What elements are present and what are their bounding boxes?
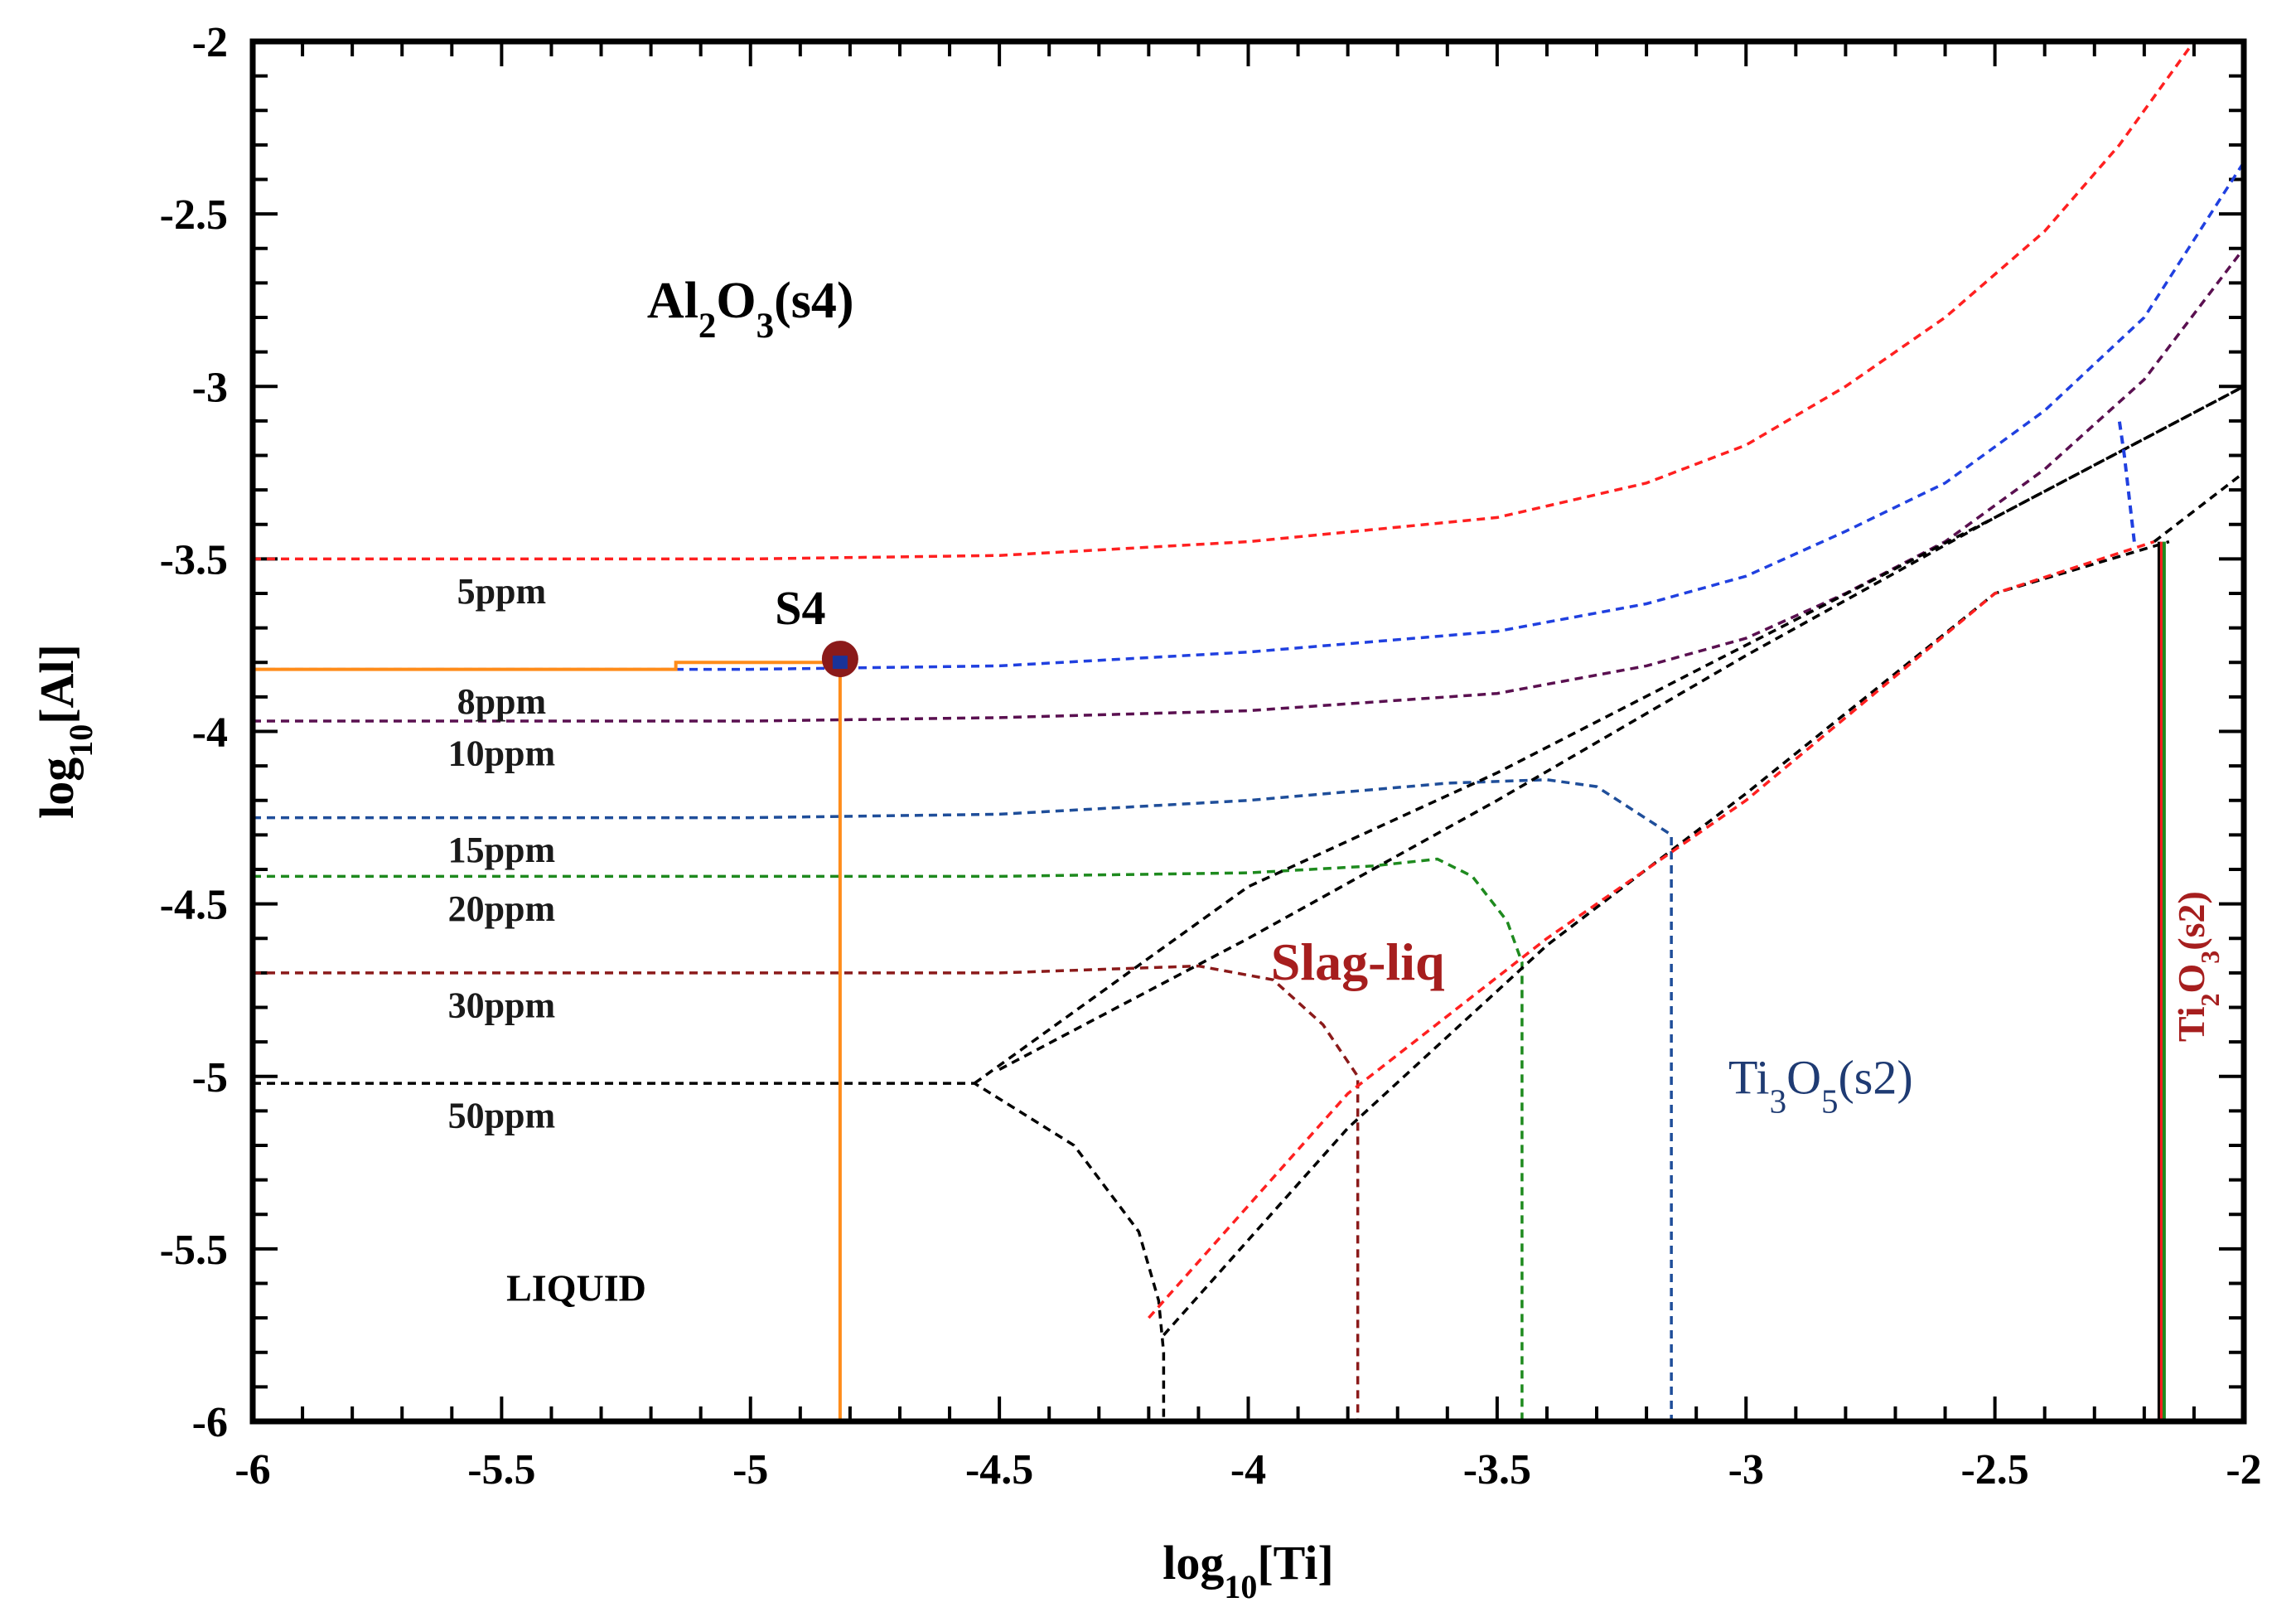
x-tick-label: -3.5 (1463, 1446, 1531, 1493)
marker-guides (253, 641, 858, 1421)
ppm-label: 30ppm (448, 985, 556, 1026)
tick-labels: -6 -5.5 -5 -4.5 -4 -3.5 -3 -2.5 -2 -2 -2.5 -3 -3.5 -4… (160, 19, 2262, 1493)
plot-frame (249, 38, 2247, 1425)
iso-oxygen-line-5ppm (253, 40, 2196, 561)
y-tick-label: -4.5 (160, 882, 228, 929)
label-part: 2 (2195, 993, 2225, 1006)
y-tick-label: -3.5 (160, 536, 228, 583)
label-part: (s4) (774, 273, 853, 329)
label-part: 3 (756, 307, 775, 346)
label-part: (s2) (2170, 891, 2212, 951)
region-label-slag: Slag-liq (1271, 932, 1445, 991)
ppm-label: 10ppm (448, 733, 556, 774)
iso-oxygen-line-10ppm (253, 247, 2245, 723)
y-tick-label: -6 (192, 1399, 228, 1446)
x-tick-label: -2 (2226, 1446, 2261, 1493)
label-part: 3 (2195, 951, 2225, 964)
iso-oxygen-line-30ppm (253, 964, 1360, 1421)
ppm-label: 5ppm (457, 571, 547, 612)
label-part: 5 (1821, 1082, 1839, 1121)
series-layer (253, 40, 2245, 1421)
y-tick-label: -3 (192, 364, 228, 411)
x-tick-label: -4 (1230, 1446, 1266, 1493)
ppm-label: 15ppm (448, 830, 556, 870)
region-label-ti3o5: Ti3O5(s2) (1728, 1051, 1913, 1121)
y-tick-label: -2 (192, 19, 228, 66)
label-part: O (1786, 1051, 1821, 1105)
x-tick-label: -5.5 (467, 1446, 535, 1493)
x-tick-label: -2.5 (1960, 1446, 2028, 1493)
x-tick-label: -5 (732, 1446, 768, 1493)
region-label-liquid: LIQUID (506, 1266, 646, 1309)
iso-oxygen-line-15ppm (253, 778, 1673, 1421)
label-part: O (716, 273, 756, 329)
marker-horizontal-guide (253, 661, 840, 671)
ppm-label: 50ppm (448, 1096, 556, 1136)
marker-inner (832, 656, 848, 670)
phase-boundary-slag-upper-2 (998, 385, 2245, 1071)
ppm-label: 20ppm (448, 888, 556, 929)
x-axis-title: log10[Ti] (1163, 1536, 1334, 1605)
marker-label: S4 (775, 581, 825, 635)
label-part: 3 (1770, 1082, 1787, 1121)
iso-oxygen-line-50ppm (253, 1082, 1166, 1421)
y-tick-label: -2.5 (160, 191, 228, 239)
phase-line (2117, 420, 2136, 542)
iso-oxygen-line-8ppm (253, 161, 2245, 671)
region-label-al2o3: Al2O3(s4) (647, 273, 854, 346)
x-tick-label: -6 (234, 1446, 270, 1493)
x-tick-label: -3 (1728, 1446, 1764, 1493)
x-tick-label: -4.5 (965, 1446, 1033, 1493)
y-tick-label: -4 (192, 709, 228, 757)
region-label-ti2o3: Ti2O3(s2) (2170, 891, 2225, 1042)
label-part: O (2170, 964, 2212, 994)
label-part: (s2) (1838, 1051, 1912, 1105)
label-part: Ti (2170, 1006, 2212, 1042)
ppm-label: 8ppm (457, 681, 547, 722)
phase-boundary-ti2o3-boundary (2153, 471, 2245, 543)
iso-oxygen-line-20ppm (253, 857, 1524, 1421)
tick-marks (251, 40, 2245, 1423)
y-tick-label: -5 (192, 1054, 228, 1101)
y-tick-label: -5.5 (160, 1227, 228, 1274)
label-part: 2 (698, 307, 717, 346)
label-part: Al (647, 273, 698, 329)
y-axis-title: log10[Al] (30, 644, 99, 819)
phase-boundary-slag-lower-2 (1148, 540, 2155, 1319)
label-part: Ti (1728, 1051, 1770, 1105)
label-layer: S45ppm8ppm10ppm15ppm20ppm30ppm50ppmAl2O3… (448, 273, 2225, 1309)
